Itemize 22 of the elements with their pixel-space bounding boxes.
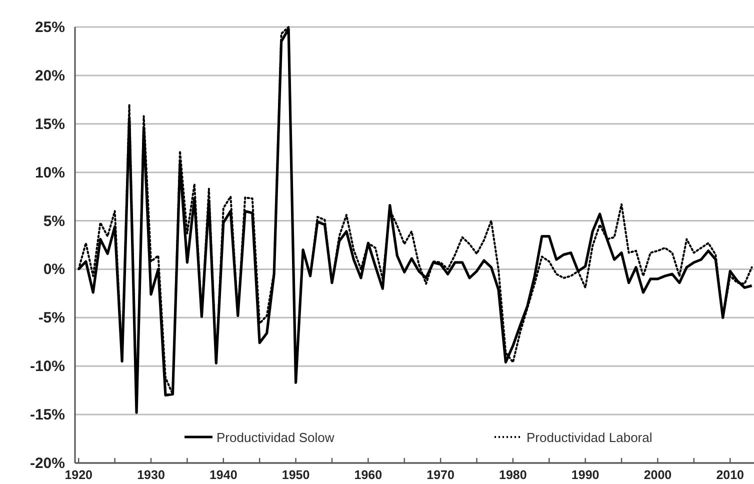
x-tick-label: 1960 bbox=[354, 468, 382, 482]
x-tick-label: 1970 bbox=[426, 468, 455, 482]
x-tick-label: 2010 bbox=[716, 468, 744, 482]
x-tick-label: 1940 bbox=[209, 468, 238, 482]
legend-label: Productividad Laboral bbox=[526, 430, 652, 445]
x-tick-label: 1920 bbox=[64, 468, 93, 482]
y-tick-label: -5% bbox=[38, 310, 65, 327]
x-tick-label: 2000 bbox=[644, 468, 672, 482]
y-tick-label: 15% bbox=[34, 116, 65, 133]
y-tick-label: -20% bbox=[30, 455, 65, 472]
x-tick-label: 1980 bbox=[499, 468, 527, 482]
y-tick-label: -15% bbox=[30, 406, 65, 424]
x-tick-label: 1990 bbox=[571, 468, 600, 482]
y-tick-label: 25% bbox=[34, 19, 65, 36]
y-tick-label: 0% bbox=[43, 261, 65, 278]
x-tick-label: 1950 bbox=[282, 468, 310, 482]
y-tick-label: 5% bbox=[43, 212, 65, 230]
x-tick-label: 1930 bbox=[137, 468, 165, 482]
y-tick-label: 10% bbox=[34, 164, 65, 182]
y-tick-label: -10% bbox=[30, 358, 65, 376]
y-tick-label: 20% bbox=[34, 67, 65, 84]
legend-label: Productividad Solow bbox=[216, 430, 335, 445]
